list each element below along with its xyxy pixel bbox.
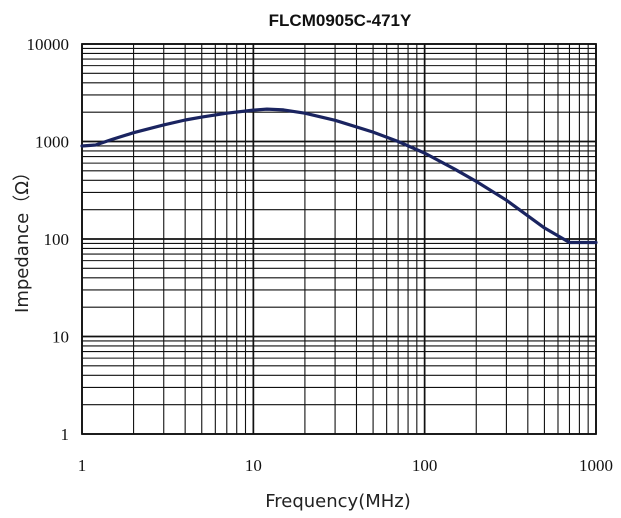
y-tick-label: 10000 xyxy=(27,35,70,54)
impedance-curve xyxy=(80,107,598,245)
x-tick-label: 1 xyxy=(78,456,87,475)
y-tick-label: 100 xyxy=(44,230,70,249)
x-tick-label: 100 xyxy=(412,456,438,475)
x-tick-label: 10 xyxy=(245,456,262,475)
series-layer xyxy=(80,107,598,245)
plot-frame xyxy=(81,43,597,435)
y-tick-label: 1 xyxy=(61,425,70,444)
y-tick-label: 1000 xyxy=(35,133,69,152)
x-tick-labels: 1 10 100 1000 xyxy=(78,456,613,475)
x-axis-label: Frequency(MHz) xyxy=(265,491,411,512)
y-tick-labels: 1 10 100 1000 10000 xyxy=(27,35,70,444)
chart-grid xyxy=(81,43,597,435)
y-axis-label: Impedance（Ω） xyxy=(12,163,33,313)
y-tick-label: 10 xyxy=(52,328,69,347)
x-tick-label: 1000 xyxy=(579,456,613,475)
chart-title: FLCM0905C-471Y xyxy=(269,11,412,30)
